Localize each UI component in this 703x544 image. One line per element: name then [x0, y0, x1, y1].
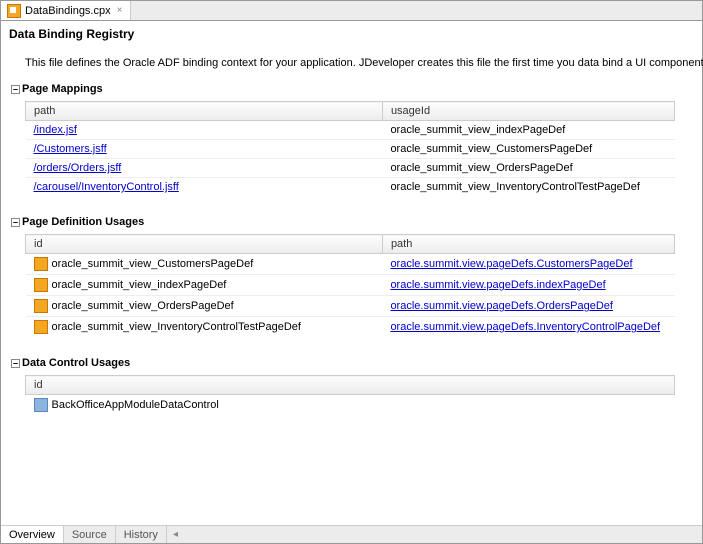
path-link[interactable]: /orders/Orders.jsff	[34, 162, 122, 174]
page-mappings-table: path usageId /index.jsf oracle_summit_vie…	[25, 101, 675, 196]
table-row[interactable]: oracle_summit_view_OrdersPageDef oracle.s…	[26, 296, 675, 317]
collapse-icon[interactable]: –	[11, 359, 20, 368]
section-header-page-mappings[interactable]: – Page Mappings	[11, 83, 694, 95]
editor-tab-bar: DataBindings.cpx ×	[1, 1, 702, 21]
section-data-control-usages: – Data Control Usages id BackOfficeAppMo…	[25, 357, 694, 415]
page-description: This file defines the Oracle ADF binding…	[25, 57, 694, 69]
table-row[interactable]: BackOfficeAppModuleDataControl	[26, 395, 675, 416]
id-cell: oracle_summit_view_CustomersPageDef	[52, 258, 254, 270]
data-control-usages-table: id BackOfficeAppModuleDataControl	[25, 375, 675, 415]
column-header-path[interactable]: path	[382, 235, 674, 254]
section-header-page-def-usages[interactable]: – Page Definition Usages	[11, 216, 694, 228]
section-page-def-usages: – Page Definition Usages id path oracle_…	[25, 216, 694, 337]
path-link[interactable]: oracle.summit.view.pageDefs.CustomersPag…	[390, 258, 632, 270]
table-row[interactable]: /index.jsf oracle_summit_view_indexPageDe…	[26, 121, 675, 140]
id-cell: oracle_summit_view_OrdersPageDef	[52, 300, 234, 312]
section-page-mappings: – Page Mappings path usageId /index.jsfo…	[25, 83, 694, 196]
table-row[interactable]: /carousel/InventoryControl.jsff oracle_su…	[26, 178, 675, 197]
column-header-id[interactable]: id	[26, 235, 383, 254]
usage-id-cell: oracle_summit_view_OrdersPageDef	[382, 159, 674, 178]
table-row[interactable]: oracle_summit_view_InventoryControlTestP…	[26, 317, 675, 338]
section-title: Data Control Usages	[22, 357, 130, 369]
scroll-left-icon[interactable]: ◂	[167, 529, 178, 540]
id-cell: oracle_summit_view_InventoryControlTestP…	[52, 321, 301, 333]
column-header-id[interactable]: id	[26, 376, 675, 395]
table-row[interactable]: /Customers.jsff oracle_summit_view_Custom…	[26, 140, 675, 159]
cpx-file-icon	[7, 4, 21, 18]
content-area: This file defines the Oracle ADF binding…	[1, 45, 702, 415]
close-icon[interactable]: ×	[115, 5, 125, 16]
path-link[interactable]: oracle.summit.view.pageDefs.OrdersPageDe…	[390, 300, 613, 312]
table-row[interactable]: oracle_summit_view_indexPageDef oracle.su…	[26, 275, 675, 296]
usage-id-cell: oracle_summit_view_indexPageDef	[382, 121, 674, 140]
tab-history[interactable]: History	[116, 526, 167, 543]
section-title: Page Definition Usages	[22, 216, 144, 228]
usage-id-cell: oracle_summit_view_InventoryControlTestP…	[382, 178, 674, 197]
path-link[interactable]: /index.jsf	[34, 124, 77, 136]
collapse-icon[interactable]: –	[11, 218, 20, 227]
datacontrol-icon	[34, 398, 48, 412]
page-def-usages-table: id path oracle_summit_view_CustomersPage…	[25, 234, 675, 337]
id-cell: BackOfficeAppModuleDataControl	[52, 399, 219, 411]
column-header-usageid[interactable]: usageId	[382, 102, 674, 121]
section-header-data-control-usages[interactable]: – Data Control Usages	[11, 357, 694, 369]
column-header-path[interactable]: path	[26, 102, 383, 121]
collapse-icon[interactable]: –	[11, 85, 20, 94]
path-link[interactable]: oracle.summit.view.pageDefs.InventoryCon…	[390, 321, 660, 333]
file-tab[interactable]: DataBindings.cpx ×	[1, 1, 131, 20]
path-link[interactable]: /Customers.jsff	[34, 143, 107, 155]
bottom-tab-bar: Overview Source History ◂	[1, 525, 702, 543]
page-title: Data Binding Registry	[1, 21, 702, 45]
pagedef-icon	[34, 299, 48, 313]
table-row[interactable]: /orders/Orders.jsff oracle_summit_view_Or…	[26, 159, 675, 178]
pagedef-icon	[34, 320, 48, 334]
pagedef-icon	[34, 257, 48, 271]
tab-source[interactable]: Source	[64, 526, 116, 543]
id-cell: oracle_summit_view_indexPageDef	[52, 279, 227, 291]
table-row[interactable]: oracle_summit_view_CustomersPageDef oracl…	[26, 254, 675, 275]
pagedef-icon	[34, 278, 48, 292]
section-title: Page Mappings	[22, 83, 103, 95]
file-tab-label: DataBindings.cpx	[25, 5, 111, 17]
usage-id-cell: oracle_summit_view_CustomersPageDef	[382, 140, 674, 159]
path-link[interactable]: /carousel/InventoryControl.jsff	[34, 181, 179, 193]
path-link[interactable]: oracle.summit.view.pageDefs.indexPageDef	[390, 279, 605, 291]
tab-overview[interactable]: Overview	[1, 526, 64, 543]
